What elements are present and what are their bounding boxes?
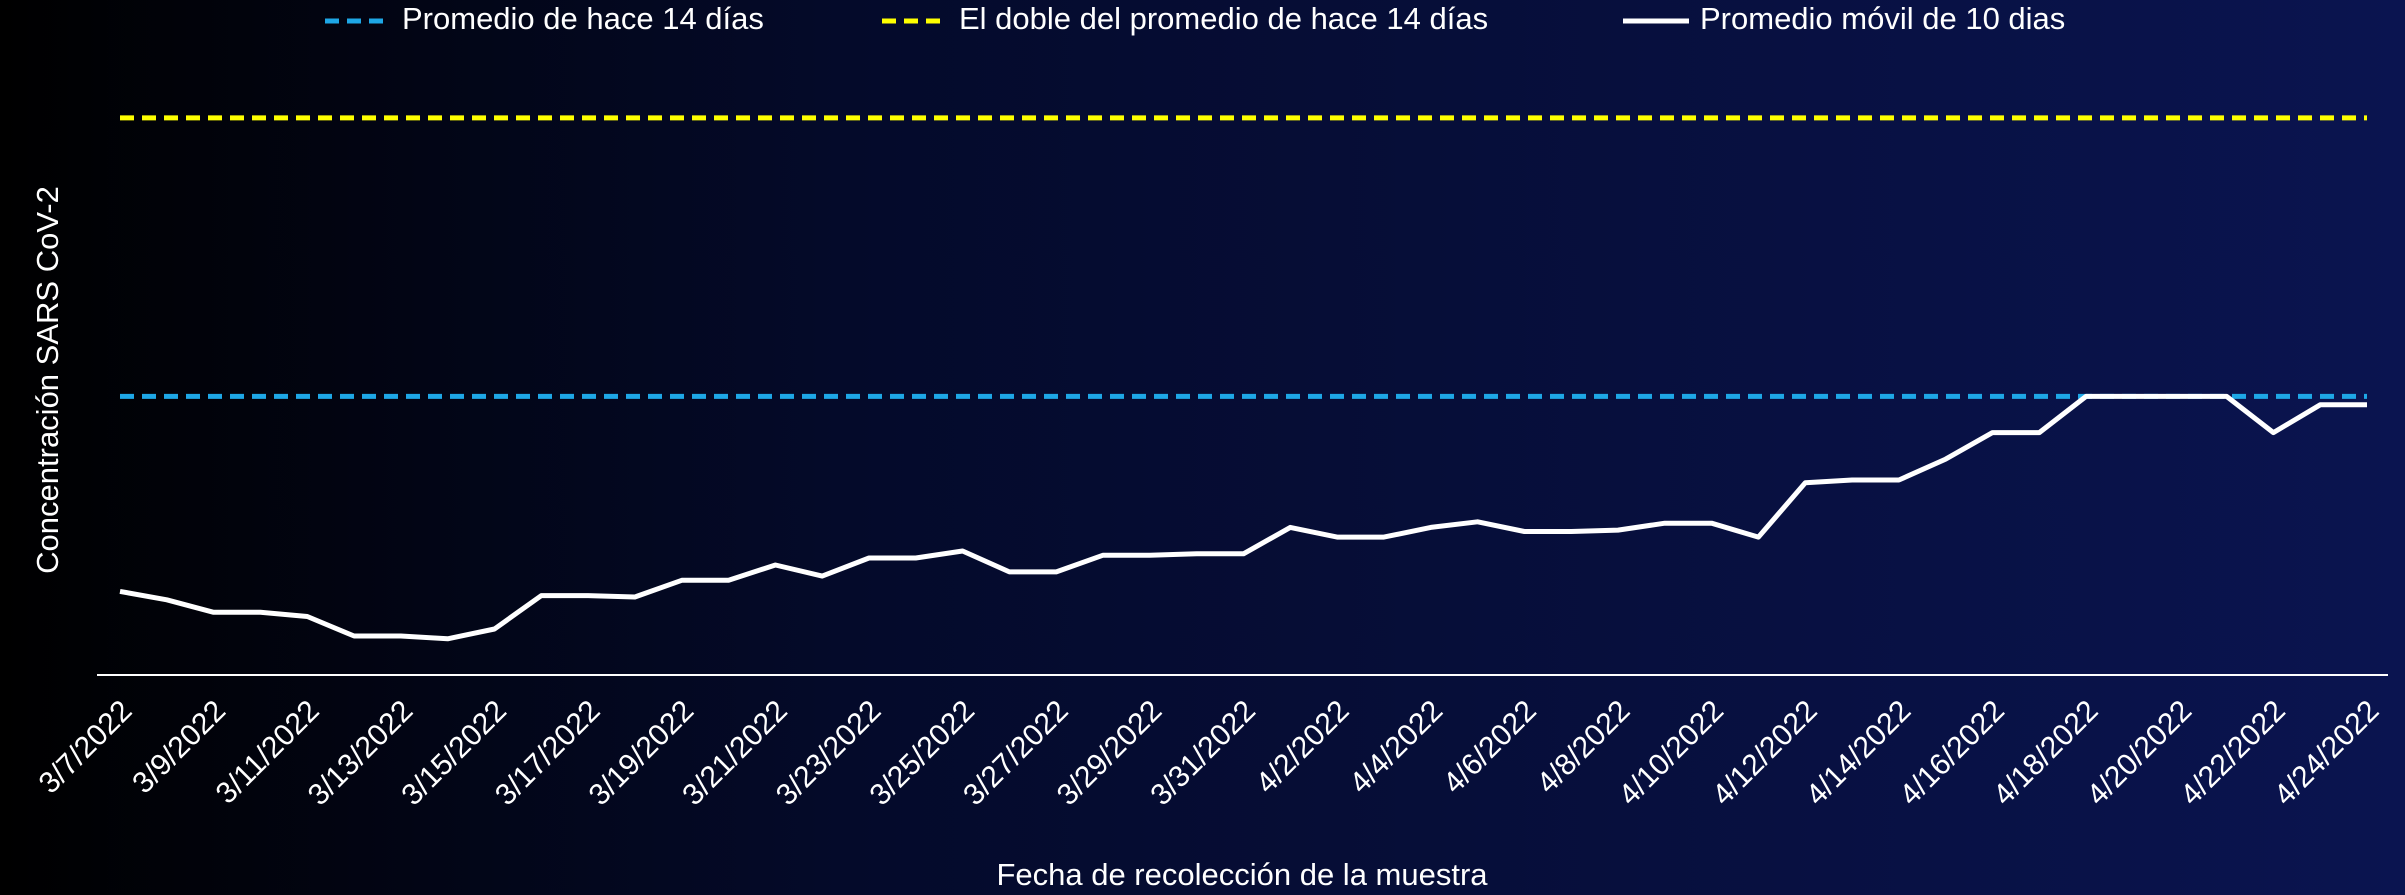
series-line <box>119 393 2367 642</box>
x-axis-label: Fecha de recolección de la muestra <box>996 857 1488 892</box>
legend-label: Promedio de hace 14 días <box>402 1 764 36</box>
y-axis-label: Concentración SARS CoV-2 <box>30 186 65 574</box>
legend-label: El doble del promedio de hace 14 días <box>959 1 1488 36</box>
legend-label: Promedio móvil de 10 dias <box>1700 1 2065 36</box>
